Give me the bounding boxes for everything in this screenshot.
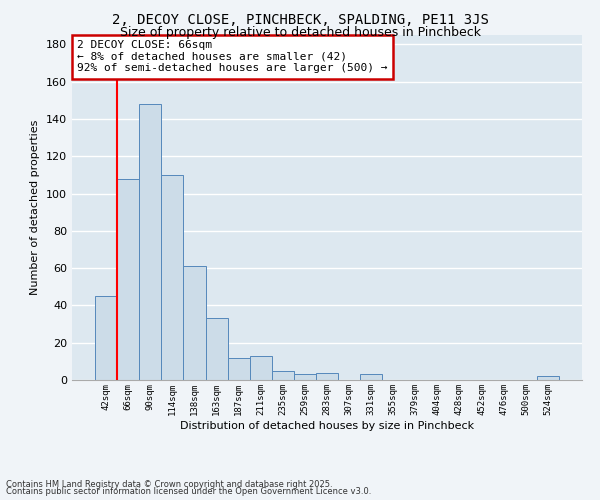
X-axis label: Distribution of detached houses by size in Pinchbeck: Distribution of detached houses by size … [180, 420, 474, 430]
Bar [316, 372, 338, 380]
Bar [272, 370, 294, 380]
Bar [294, 374, 316, 380]
Bar [139, 104, 161, 380]
Bar [161, 175, 184, 380]
Text: Size of property relative to detached houses in Pinchbeck: Size of property relative to detached ho… [119, 26, 481, 39]
Text: 2, DECOY CLOSE, PINCHBECK, SPALDING, PE11 3JS: 2, DECOY CLOSE, PINCHBECK, SPALDING, PE1… [112, 12, 488, 26]
Text: Contains HM Land Registry data © Crown copyright and database right 2025.: Contains HM Land Registry data © Crown c… [6, 480, 332, 489]
Text: 2 DECOY CLOSE: 66sqm
← 8% of detached houses are smaller (42)
92% of semi-detach: 2 DECOY CLOSE: 66sqm ← 8% of detached ho… [77, 40, 388, 74]
Bar [250, 356, 272, 380]
Bar [184, 266, 206, 380]
Y-axis label: Number of detached properties: Number of detached properties [31, 120, 40, 295]
Bar [117, 178, 139, 380]
Bar [360, 374, 382, 380]
Bar [227, 358, 250, 380]
Bar [537, 376, 559, 380]
Bar [95, 296, 117, 380]
Bar [206, 318, 227, 380]
Text: Contains public sector information licensed under the Open Government Licence v3: Contains public sector information licen… [6, 488, 371, 496]
